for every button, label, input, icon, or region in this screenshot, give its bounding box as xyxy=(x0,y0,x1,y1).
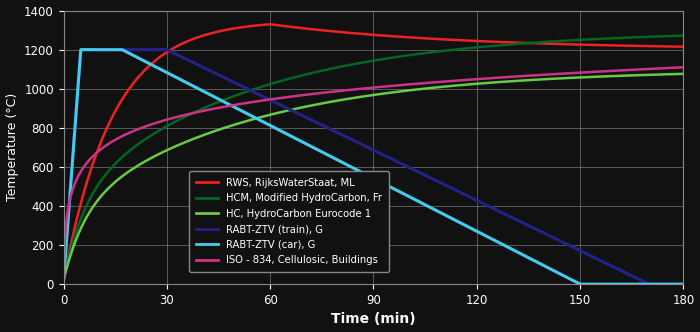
X-axis label: Time (min): Time (min) xyxy=(331,312,416,326)
Legend: RWS, RijksWaterStaat, ML, HCM, Modified HydroCarbon, Fr, HC, HydroCarbon Eurocod: RWS, RijksWaterStaat, ML, HCM, Modified … xyxy=(190,171,389,272)
Y-axis label: Temperature (°C): Temperature (°C) xyxy=(6,93,19,202)
